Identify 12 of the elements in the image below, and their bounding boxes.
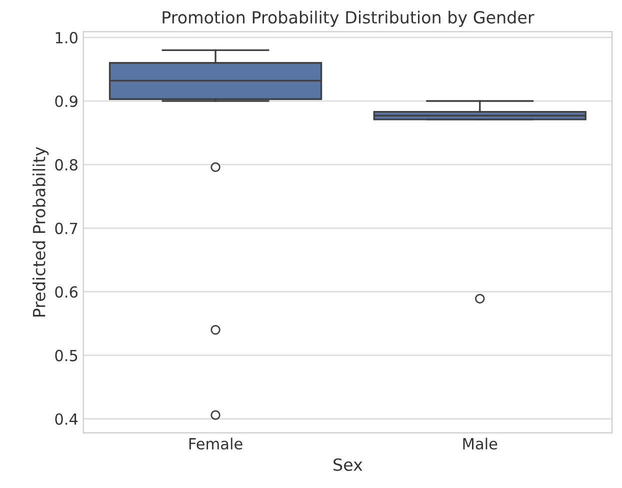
x-tick-label: Female (189, 438, 242, 450)
chart-title: Promotion Probability Distribution by Gender (162, 10, 534, 27)
y-tick-label: 0.6 (55, 286, 78, 298)
y-tick-label: 0.8 (55, 159, 78, 171)
x-axis-title: Sex (334, 458, 362, 471)
x-tick-label: Male (463, 438, 498, 450)
y-axis-title: Predicted Probability (32, 146, 49, 316)
y-tick-label: 1.0 (56, 32, 78, 44)
y-tick-label: 0.4 (55, 413, 78, 425)
y-tick-label: 0.7 (55, 222, 78, 234)
y-tick-label: 0.9 (55, 95, 78, 108)
y-tick-label: 0.5 (55, 350, 78, 362)
